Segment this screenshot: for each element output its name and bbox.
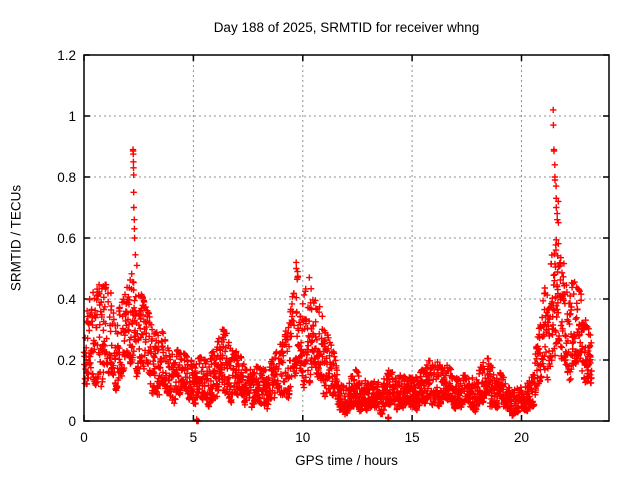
x-tick-label: 0 [80,430,88,445]
grid-lines [84,55,609,421]
y-tick-label: 0.8 [57,170,76,185]
y-axis-label: SRMTID / TECUs [8,184,24,292]
x-tick-label: 5 [189,430,198,445]
chart-title: Day 188 of 2025, SRMTID for receiver whn… [213,20,480,35]
x-axis-label: GPS time / hours [295,453,398,468]
scatter-points [80,106,595,425]
plot-border [83,54,610,422]
y-tick-label: 0.4 [57,292,76,307]
x-tick-label: 15 [404,430,420,445]
x-tick-label: 10 [295,430,311,445]
y-tick-label: 0.6 [57,231,76,246]
y-tick-label: 0.2 [57,353,76,368]
y-tick-label: 0 [68,414,76,429]
y-tick-label: 1 [68,109,76,124]
y-tick-label: 1.2 [57,48,76,63]
x-tick-label: 20 [513,430,530,445]
